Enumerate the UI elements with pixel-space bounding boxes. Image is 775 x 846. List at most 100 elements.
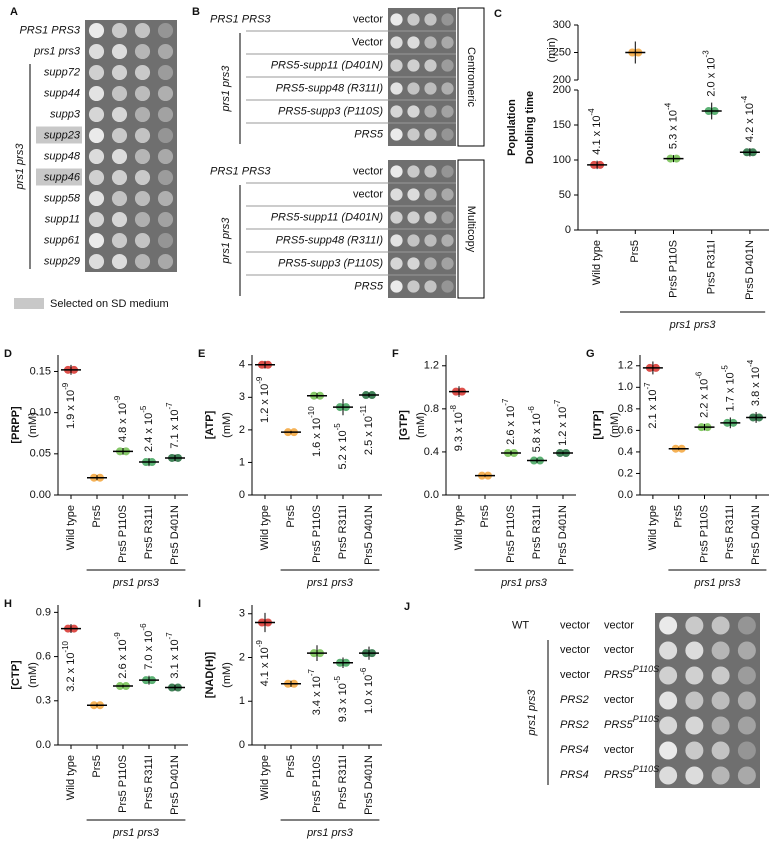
x-tick-label: Prs5 P110S — [117, 755, 129, 813]
colony-spot — [659, 716, 678, 735]
colony-spot — [407, 280, 420, 293]
strain-label: supp48 — [44, 150, 81, 162]
p-value-base: 5.8 x 10 — [531, 413, 543, 452]
colony-spot — [424, 82, 437, 95]
y-tick-label: 0.2 — [618, 467, 633, 479]
p-value-sup: -4 — [740, 95, 749, 103]
p-value-base: 2.5 x 10 — [363, 416, 375, 455]
y-tick-label: 3 — [239, 391, 245, 403]
p-value-sup: -3 — [702, 50, 711, 58]
plasmid-label: vector — [353, 13, 383, 25]
p-value-base: 5.2 x 10 — [337, 430, 349, 469]
colony-spot — [390, 13, 403, 26]
p-value-sup: -8 — [449, 404, 458, 412]
colony-spot — [737, 666, 756, 685]
y-axis-unit: (min) — [546, 37, 558, 62]
panel-letter: D — [4, 348, 12, 360]
colony-spot — [157, 43, 174, 60]
y-axis-unit: (mM) — [609, 412, 621, 438]
colony-spot — [711, 766, 730, 785]
colony-spot — [424, 234, 437, 247]
colony-spot — [441, 13, 454, 26]
colony-spot — [441, 188, 454, 201]
colony-spot — [424, 59, 437, 72]
p-value: 5.8 x 10-6 — [527, 406, 543, 453]
x-tick-label: Prs5 D401N — [169, 505, 181, 565]
colony-spot — [88, 85, 105, 102]
p-value-base: 2.6 x 10 — [505, 406, 517, 445]
colony-spot — [111, 253, 128, 270]
plasmid-label: PRS2 — [560, 719, 589, 731]
colony-spot — [441, 82, 454, 95]
plasmid-label: vector — [560, 619, 590, 631]
p-value-base: 4.2 x 10 — [744, 103, 756, 142]
y-tick-label: 0.4 — [424, 446, 439, 458]
colony-spot — [111, 64, 128, 81]
p-value-sup: -9 — [61, 382, 70, 390]
x-tick-label: Wild type — [65, 505, 77, 550]
p-value: 3.2 x 10-10 — [61, 640, 77, 691]
p-value: 1.9 x 10-9 — [61, 382, 77, 429]
colony-spot — [659, 666, 678, 685]
colony-spot — [157, 85, 174, 102]
y-tick-label: 0 — [565, 224, 571, 236]
colony-spot — [390, 128, 403, 141]
colony-spot — [441, 59, 454, 72]
colony-spot — [407, 257, 420, 270]
plasmid-label: vector — [560, 669, 590, 681]
colony-spot — [111, 211, 128, 228]
colony-spot — [737, 766, 756, 785]
y-tick-label: 0 — [239, 489, 245, 501]
colony-spot — [685, 641, 704, 660]
colony-spot — [711, 741, 730, 760]
colony-spot — [88, 127, 105, 144]
panel-letter: H — [4, 598, 12, 610]
panel-letter: J — [404, 601, 410, 613]
p-value-sup: -10 — [307, 406, 316, 418]
colony-spot — [711, 716, 730, 735]
p-value-sup: -5 — [333, 423, 342, 431]
p-value-sup: -7 — [307, 668, 316, 676]
y-tick-label: 1.2 — [424, 360, 439, 372]
y-axis-label: Doubling time — [524, 91, 536, 164]
colony-spot — [134, 43, 151, 60]
x-tick-label: Wild type — [259, 505, 271, 550]
x-tick-label: Prs5 R311I — [531, 505, 543, 559]
colony-spot — [737, 691, 756, 710]
group-label: prs1 prs3 — [693, 577, 741, 589]
x-tick-label: Prs5 P110S — [311, 505, 323, 563]
p-value-sup: -11 — [359, 404, 368, 416]
y-tick-label: 0.05 — [30, 448, 51, 460]
p-value: 7.1 x 10-7 — [165, 402, 181, 449]
x-tick-label: Prs5 — [91, 505, 103, 528]
plasmid-label-sup: P110S — [633, 664, 659, 674]
colony-spot — [134, 148, 151, 165]
colony-spot — [88, 211, 105, 228]
panel-letter: F — [392, 348, 399, 360]
plasmid-label: Vector — [352, 36, 384, 48]
plasmid-label: PRS5-supp3 (P110S) — [278, 105, 383, 117]
colony-spot — [659, 766, 678, 785]
strain-label: supp29 — [44, 255, 80, 267]
colony-spot — [157, 253, 174, 270]
y-tick-label: 1 — [239, 456, 245, 468]
colony-spot — [88, 106, 105, 123]
colony-spot — [157, 148, 174, 165]
p-value-sup: -5 — [720, 365, 729, 373]
p-value: 2.5 x 10-11 — [359, 404, 375, 455]
plasmid-label-base: PRS5 — [604, 769, 634, 781]
colony-spot — [685, 741, 704, 760]
p-value-base: 9.3 x 10 — [337, 683, 349, 722]
strain-label: supp72 — [44, 66, 80, 78]
panel-letter: C — [494, 8, 502, 20]
colony-spot — [441, 280, 454, 293]
side-box — [457, 159, 485, 299]
colony-spot — [157, 190, 174, 207]
x-tick-label: Wild type — [259, 755, 271, 800]
plasmid-label-sup: P110S — [633, 764, 659, 774]
colony-spot — [157, 232, 174, 249]
plasmid-label-base: PRS5 — [604, 719, 634, 731]
group-label: prs1 prs3 — [526, 689, 538, 737]
group-label: prs1 prs3 — [306, 577, 354, 589]
x-tick-label: Prs5 P110S — [667, 240, 679, 298]
